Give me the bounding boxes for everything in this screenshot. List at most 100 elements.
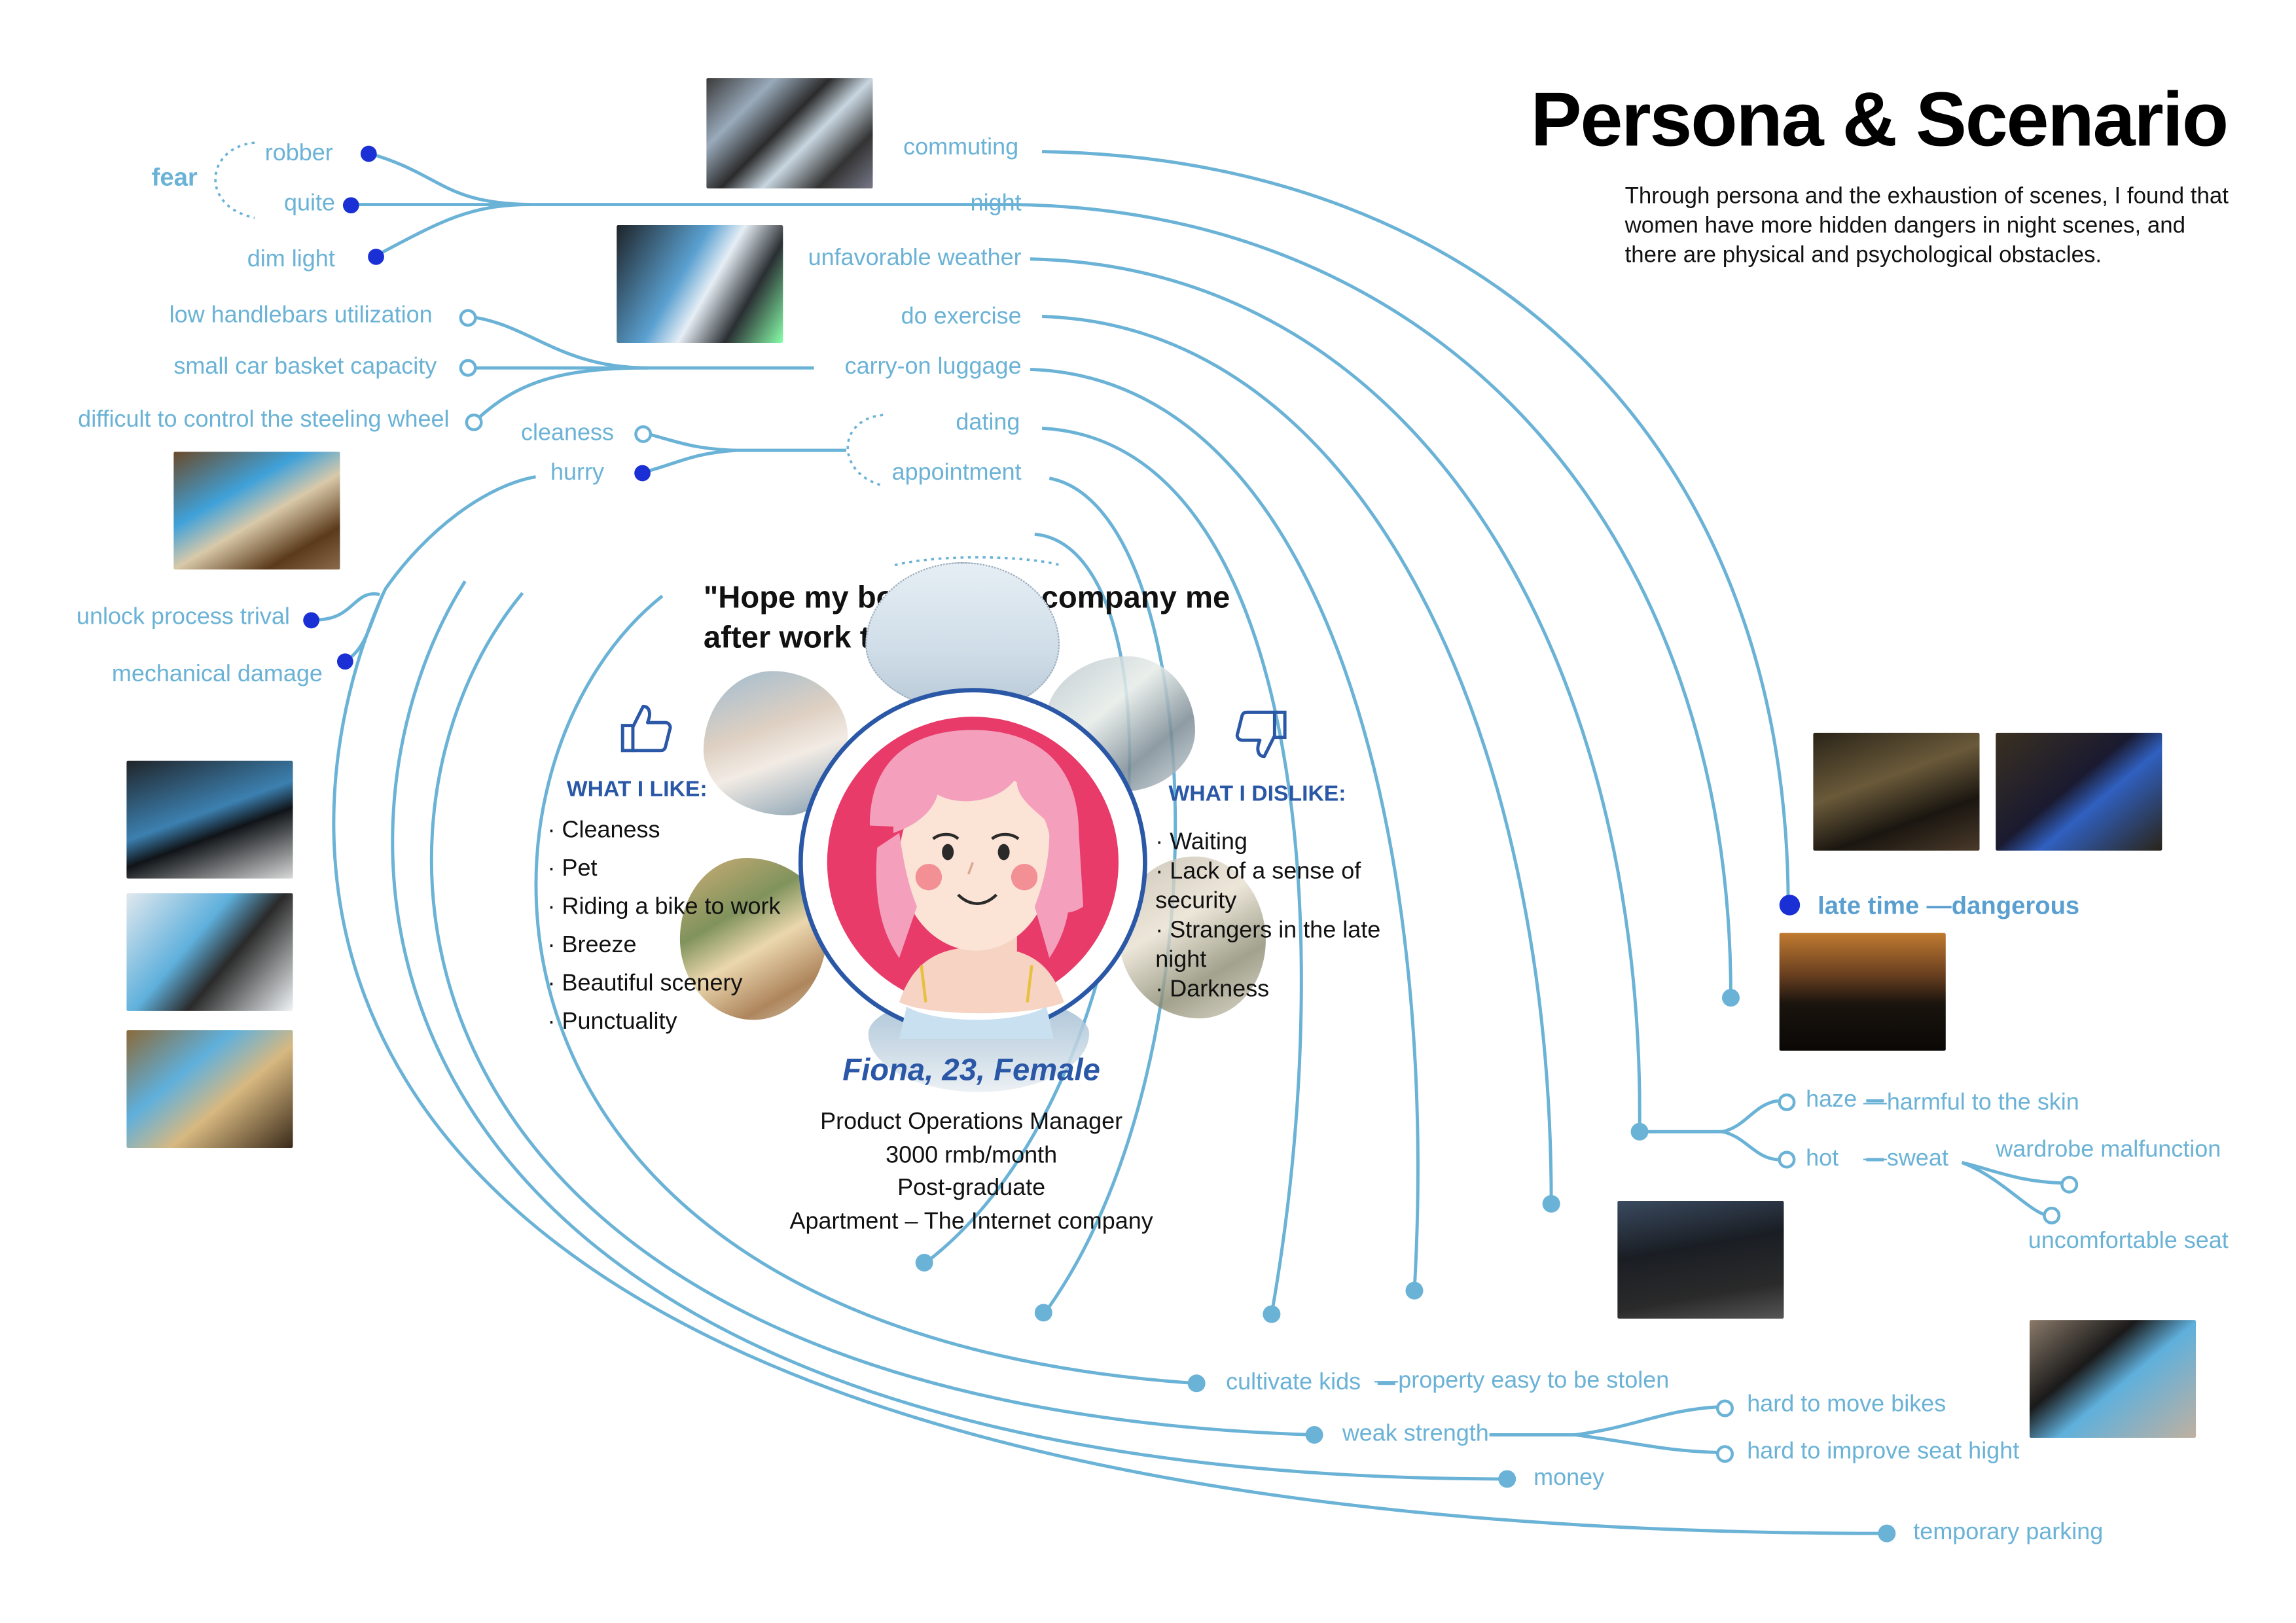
luggage-steering: difficult to control the steeling wheel bbox=[78, 407, 450, 433]
dot-weak bbox=[1305, 1425, 1323, 1444]
dot-robber bbox=[360, 145, 377, 162]
dot-cold bbox=[1721, 989, 1740, 1007]
blob-photo-sky bbox=[865, 562, 1060, 713]
dangerous-label: —dangerous bbox=[1926, 891, 2080, 920]
info-home: Apartment – The Internet company bbox=[789, 1209, 1153, 1234]
dislike-item: · Lack of a sense of security bbox=[1155, 859, 1361, 914]
dot-hurry bbox=[634, 465, 651, 482]
money-label: money bbox=[1534, 1465, 1605, 1491]
dot-unlock bbox=[303, 612, 319, 629]
luggage-handlebars: low handlebars utilization bbox=[169, 303, 433, 329]
bike-photo-screen bbox=[126, 760, 293, 879]
intro-text: Through persona and the exhaustion of sc… bbox=[1624, 184, 2229, 268]
dot-quite bbox=[342, 197, 359, 214]
kids-note: —property easy to be stolen bbox=[1374, 1368, 1670, 1394]
hot-note: —sweat bbox=[1863, 1146, 1948, 1171]
info-job: Product Operations Manager bbox=[820, 1109, 1123, 1135]
like-item: · Riding a bike to work bbox=[547, 895, 781, 920]
like-item: · Pet bbox=[547, 856, 598, 882]
scenario-commuting: commuting bbox=[903, 135, 1019, 161]
scenario-weather: unfavorable weather bbox=[808, 245, 1022, 271]
dot-move bbox=[1715, 1399, 1734, 1418]
scenario-dating: dating bbox=[956, 410, 1020, 436]
persona-info: Product Operations Manager 3000 rmb/mont… bbox=[736, 1107, 1207, 1239]
dot-hot bbox=[1778, 1150, 1796, 1169]
page-title: Persona & Scenario bbox=[1530, 78, 2229, 164]
late-time-label: late time bbox=[1818, 891, 1920, 920]
bike-photo-lock bbox=[126, 1030, 293, 1148]
bike-photo-basket bbox=[173, 452, 340, 570]
dot-damage bbox=[336, 653, 353, 670]
dot-basket bbox=[459, 359, 477, 377]
fear-quite: quite bbox=[283, 191, 336, 217]
dot-dating bbox=[1263, 1305, 1281, 1323]
scenario-exercise: do exercise bbox=[901, 304, 1022, 330]
dot-persona bbox=[915, 1253, 933, 1272]
unlock-damage: mechanical damage bbox=[111, 662, 323, 688]
like-item: · Cleaness bbox=[547, 818, 660, 844]
dislike-list: · Waiting · Lack of a sense of security … bbox=[1155, 829, 1405, 1005]
dot-cleaness bbox=[634, 425, 653, 443]
like-title: WHAT I LIKE: bbox=[566, 777, 708, 802]
kids-label: cultivate kids bbox=[1226, 1370, 1361, 1395]
info-income: 3000 rmb/month bbox=[886, 1143, 1058, 1168]
scenario-luggage: carry-on luggage bbox=[844, 354, 1022, 380]
weak-label: weak strength bbox=[1342, 1421, 1489, 1447]
dislike-item: · Waiting bbox=[1155, 830, 1247, 855]
dot-weather bbox=[1630, 1122, 1649, 1141]
haze-note: —harmful to the skin bbox=[1863, 1090, 2079, 1116]
luggage-basket: small car basket capacity bbox=[173, 354, 437, 380]
dot-improve bbox=[1715, 1445, 1734, 1463]
unlock-trival: unlock process trival bbox=[76, 605, 290, 630]
dot-wardrobe bbox=[2060, 1175, 2079, 1194]
dot-handlebars bbox=[459, 309, 477, 327]
persona-name: Fiona, 23, Female bbox=[842, 1054, 1100, 1088]
dot-seat bbox=[2043, 1206, 2061, 1224]
bike-photo-frame bbox=[617, 225, 783, 343]
dislike-item: · Strangers in the late night bbox=[1155, 918, 1381, 973]
dot-money bbox=[1498, 1470, 1516, 1488]
fear-dim-light: dim light bbox=[247, 247, 335, 273]
bike-photo-parked bbox=[706, 78, 873, 188]
dusk-building-photo bbox=[1779, 933, 1946, 1051]
hot-label: hot bbox=[1806, 1146, 1839, 1171]
seat-label: uncomfortable seat bbox=[2028, 1228, 2229, 1254]
date-cleaness: cleaness bbox=[521, 421, 615, 446]
dot-dim-light bbox=[368, 249, 384, 265]
info-education: Post-graduate bbox=[897, 1175, 1046, 1201]
dot-late-time bbox=[1779, 895, 1801, 916]
scenario-appointment: appointment bbox=[891, 460, 1022, 486]
haze-label: haze bbox=[1806, 1087, 1857, 1113]
move-label: hard to move bikes bbox=[1747, 1392, 1946, 1418]
dislike-item: · Darkness bbox=[1155, 977, 1270, 1003]
night-riding-photo-2 bbox=[1996, 732, 2162, 851]
like-item: · Beautiful scenery bbox=[547, 971, 743, 997]
dot-parking bbox=[1878, 1524, 1896, 1543]
dot-haze bbox=[1778, 1093, 1796, 1111]
fear-robber: robber bbox=[264, 141, 333, 167]
thumbs-up-icon bbox=[620, 704, 672, 753]
dot-steering bbox=[465, 413, 483, 431]
dot-exercise bbox=[1542, 1194, 1560, 1213]
night-riding-photo-1 bbox=[1813, 732, 1980, 851]
like-list: · Cleaness · Pet · Riding a bike to work… bbox=[548, 812, 781, 1042]
thumbs-down-icon bbox=[1235, 710, 1287, 758]
date-hurry: hurry bbox=[550, 460, 604, 486]
avatar bbox=[798, 688, 1147, 1039]
fear-label: fear bbox=[151, 163, 198, 192]
dot-luggage bbox=[1405, 1281, 1424, 1300]
wardrobe-label: wardrobe malfunction bbox=[1996, 1137, 2221, 1163]
bike-seat-photo bbox=[2029, 1320, 2197, 1438]
dot-appointment bbox=[1034, 1304, 1052, 1322]
scenario-night: night bbox=[970, 191, 1022, 217]
night-street-photo bbox=[1617, 1200, 1784, 1319]
like-item: · Breeze bbox=[547, 933, 637, 958]
improve-label: hard to improve seat hight bbox=[1747, 1439, 2020, 1465]
dislike-title: WHAT I DISLIKE: bbox=[1168, 781, 1346, 807]
parking-label: temporary parking bbox=[1913, 1520, 2104, 1546]
dot-kids bbox=[1187, 1374, 1206, 1393]
bike-photo-wheel bbox=[126, 893, 293, 1011]
like-item: · Punctuality bbox=[547, 1009, 677, 1035]
